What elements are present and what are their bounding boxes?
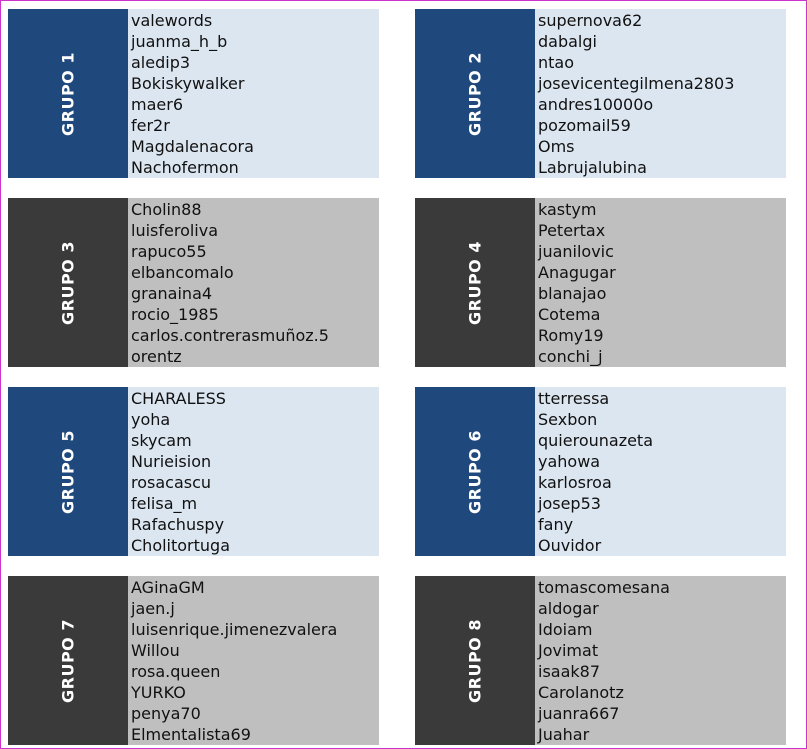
member-name: josep53 (538, 494, 601, 513)
group-7-label: GRUPO 7 (58, 618, 78, 703)
member-name: Magdalenacora (131, 137, 254, 156)
member-name: fany (538, 515, 574, 534)
member-name: Sexbon (538, 410, 598, 429)
member-name: Cholin88 (131, 200, 202, 219)
member-name: fer2r (131, 116, 170, 135)
group-8-label: GRUPO 8 (465, 618, 485, 703)
member-name: Carolanotz (538, 683, 624, 702)
member-name: orentz (131, 347, 182, 366)
group-1: GRUPO 1 valewords juanma_h_b aledip3 Bok… (8, 9, 379, 178)
group-6-members: tterressa Sexbon quierounazeta yahowa ka… (535, 387, 786, 556)
member-name: juanra667 (538, 704, 620, 723)
group-4-header: GRUPO 4 (415, 198, 535, 367)
member-name: rocio_1985 (131, 305, 219, 324)
group-7-members: AGinaGM jaen.j luisenrique.jimenezvalera… (128, 576, 379, 745)
member-name: Bokiskywalker (131, 74, 245, 93)
member-name: Willou (131, 641, 180, 660)
group-8-members: tomascomesana aldogar Idoiam Jovimat isa… (535, 576, 786, 745)
group-1-members: valewords juanma_h_b aledip3 Bokiskywalk… (128, 9, 379, 178)
member-name: dabalgi (538, 32, 597, 51)
member-name: juanma_h_b (131, 32, 228, 51)
group-7: GRUPO 7 AGinaGM jaen.j luisenrique.jimen… (8, 576, 379, 745)
member-name: aldogar (538, 599, 599, 618)
member-name: Rafachuspy (131, 515, 225, 534)
member-name: juanilovic (538, 242, 614, 261)
group-5: GRUPO 5 CHARALESS yoha skycam Nurieision… (8, 387, 379, 556)
member-name: tomascomesana (538, 578, 670, 597)
member-name: pozomail59 (538, 116, 631, 135)
group-4-label: GRUPO 4 (465, 240, 485, 325)
member-name: andres10000o (538, 95, 654, 114)
member-name: Juahar (538, 725, 590, 744)
member-name: karlosroa (538, 473, 612, 492)
member-name: jaen.j (131, 599, 175, 618)
member-name: maer6 (131, 95, 183, 114)
member-name: elbancomalo (131, 263, 234, 282)
member-name: blanajao (538, 284, 607, 303)
group-3-label: GRUPO 3 (58, 240, 78, 325)
member-name: rosacascu (131, 473, 212, 492)
member-name: tterressa (538, 389, 610, 408)
group-5-label: GRUPO 5 (58, 429, 78, 514)
member-name: Cholitortuga (131, 536, 231, 555)
member-name: skycam (131, 431, 192, 450)
member-name: rapuco55 (131, 242, 207, 261)
group-5-members: CHARALESS yoha skycam Nurieision rosacas… (128, 387, 379, 556)
group-4-members: kastym Petertax juanilovic Anagugar blan… (535, 198, 786, 367)
member-name: Nurieision (131, 452, 212, 471)
group-2-header: GRUPO 2 (415, 9, 535, 178)
group-3-members: Cholin88 luisferoliva rapuco55 elbancoma… (128, 198, 379, 367)
member-name: Nachofermon (131, 158, 239, 177)
member-name: josevicentegilmena2803 (538, 74, 735, 93)
group-6: GRUPO 6 tterressa Sexbon quierounazeta y… (415, 387, 786, 556)
member-name: Idoiam (538, 620, 593, 639)
member-name: Oms (538, 137, 575, 156)
member-name: Petertax (538, 221, 606, 240)
member-name: supernova62 (538, 11, 643, 30)
member-name: aledip3 (131, 53, 191, 72)
group-5-header: GRUPO 5 (8, 387, 128, 556)
group-3-header: GRUPO 3 (8, 198, 128, 367)
group-4: GRUPO 4 kastym Petertax juanilovic Anagu… (415, 198, 786, 367)
group-2-label: GRUPO 2 (465, 51, 485, 136)
group-3: GRUPO 3 Cholin88 luisferoliva rapuco55 e… (8, 198, 379, 367)
member-name: luisferoliva (131, 221, 219, 240)
member-name: Anagugar (538, 263, 616, 282)
member-name: luisenrique.jimenezvalera (131, 620, 338, 639)
group-6-label: GRUPO 6 (465, 429, 485, 514)
group-8: GRUPO 8 tomascomesana aldogar Idoiam Jov… (415, 576, 786, 745)
group-1-header: GRUPO 1 (8, 9, 128, 178)
group-1-label: GRUPO 1 (58, 51, 78, 136)
group-8-header: GRUPO 8 (415, 576, 535, 745)
member-name: Romy19 (538, 326, 604, 345)
member-name: Jovimat (538, 641, 599, 660)
member-name: carlos.contrerasmuñoz.5 (131, 326, 329, 345)
member-name: yoha (131, 410, 171, 429)
member-name: penya70 (131, 704, 201, 723)
member-name: rosa.queen (131, 662, 221, 681)
member-name: Elmentalista69 (131, 725, 251, 744)
group-6-header: GRUPO 6 (415, 387, 535, 556)
member-name: Cotema (538, 305, 601, 324)
group-2: GRUPO 2 supernova62 dabalgi ntao josevic… (415, 9, 786, 178)
group-2-members: supernova62 dabalgi ntao josevicentegilm… (535, 9, 786, 178)
member-name: YURKO (131, 683, 186, 702)
member-name: yahowa (538, 452, 601, 471)
member-name: CHARALESS (131, 389, 226, 408)
group-7-header: GRUPO 7 (8, 576, 128, 745)
member-name: valewords (131, 11, 213, 30)
member-name: isaak87 (538, 662, 601, 681)
member-name: granaina4 (131, 284, 213, 303)
member-name: AGinaGM (131, 578, 205, 597)
member-name: kastym (538, 200, 597, 219)
member-name: ntao (538, 53, 575, 72)
member-name: Labrujalubina (538, 158, 647, 177)
member-name: felisa_m (131, 494, 198, 513)
member-name: quierounazeta (538, 431, 654, 450)
member-name: conchi_j (538, 347, 603, 366)
member-name: Ouvidor (538, 536, 602, 555)
